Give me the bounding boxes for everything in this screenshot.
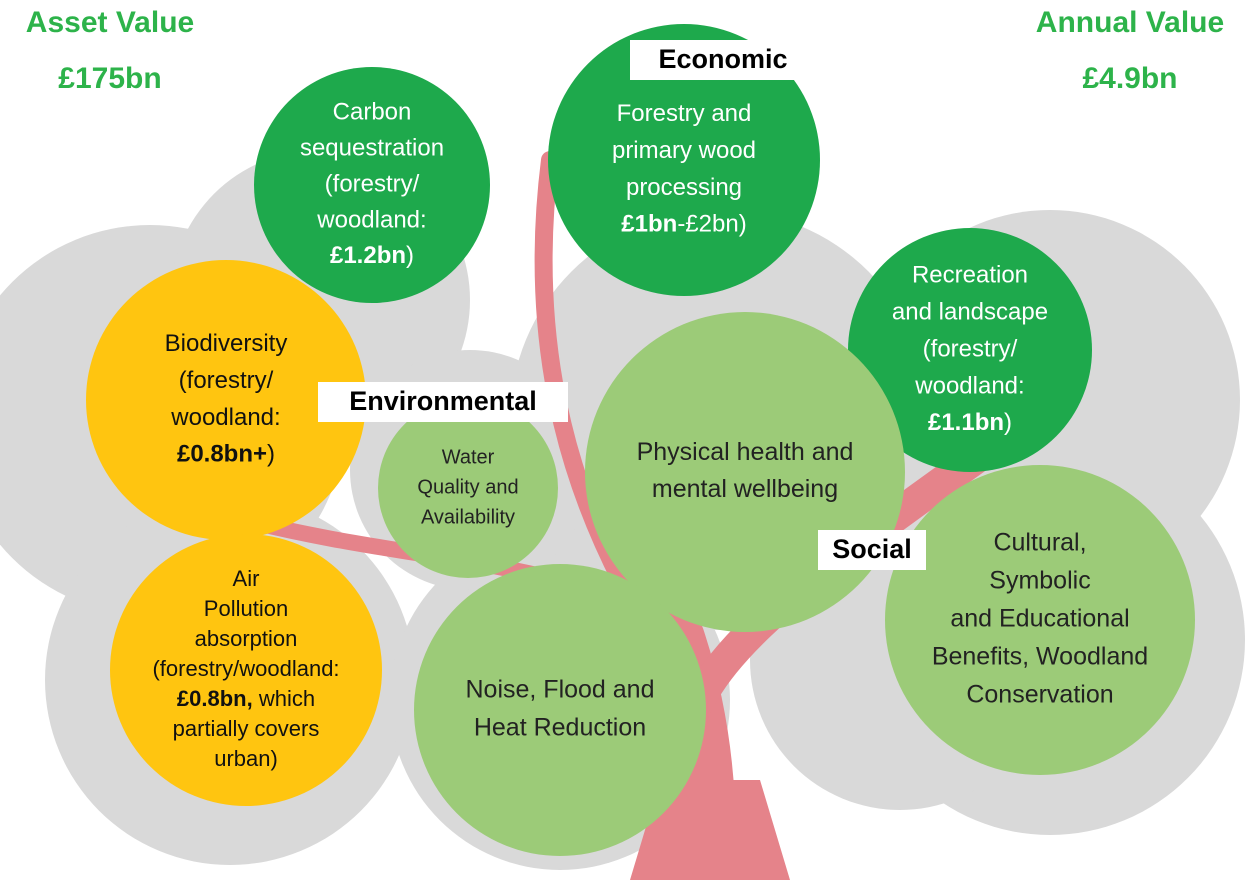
node-text: Pollution: [204, 596, 288, 621]
node-text-part: £1.2bn: [330, 242, 406, 269]
annual-title: Annual Value: [1036, 6, 1224, 39]
node-text: £0.8bn+): [177, 441, 275, 468]
node: Noise, Flood and Heat Reduction: [414, 564, 706, 856]
node-text: and Educational: [950, 605, 1129, 633]
node-text-part: £1bn: [621, 211, 677, 238]
node-text: Physical health and: [637, 438, 854, 466]
node-text: £1.2bn): [330, 242, 414, 269]
label-box: [318, 382, 568, 422]
node-text: Benefits, Woodland: [932, 643, 1148, 671]
node-circle: [848, 228, 1092, 472]
node-text: mental wellbeing: [652, 475, 838, 503]
node-text: Availability: [421, 506, 515, 528]
annual-value: £4.9bn: [1082, 62, 1177, 95]
node-circle: [414, 564, 706, 856]
node-text-part: -£2bn): [677, 211, 746, 238]
node: Cultural, Symbolic and Educational Benefits…: [885, 465, 1195, 775]
node: Recreation and landscape (forestry/woodlan…: [848, 228, 1092, 472]
node: Carbon sequestration (forestry/woodland: £1…: [254, 67, 490, 303]
node: Water Quality and Availability: [378, 398, 558, 578]
category-label: Environmental: [349, 386, 537, 416]
node-text: absorption: [195, 626, 298, 651]
category-label: Economic: [658, 44, 787, 74]
node-text-part: £1.1bn: [928, 409, 1004, 436]
node-text: Symbolic: [989, 567, 1090, 595]
category-labels: Economic Environmental Social: [318, 40, 926, 570]
label-box: [818, 530, 926, 570]
node-text: Heat Reduction: [474, 714, 646, 742]
node-text: woodland:: [914, 372, 1024, 399]
node-text: Conservation: [966, 681, 1113, 709]
node-text: Recreation: [912, 261, 1028, 288]
node-text-part: ): [406, 242, 414, 269]
label-box: [630, 40, 816, 80]
asset-title: Asset Value: [26, 6, 194, 39]
node-circle: [110, 534, 382, 806]
node-text: (forestry/: [179, 367, 274, 394]
node-text: Noise, Flood and: [465, 676, 654, 704]
node-text: urban): [214, 746, 278, 771]
node-circle: [254, 67, 490, 303]
node-text: partially covers: [173, 716, 320, 741]
node: Air Pollution absorption (forestry/woodland…: [110, 534, 382, 806]
node-text: £1.1bn): [928, 409, 1012, 436]
node-text: Biodiversity: [165, 330, 288, 357]
node-text: and landscape: [892, 298, 1048, 325]
node-text: (forestry/: [325, 170, 420, 197]
node-text: Air: [233, 566, 260, 591]
node-text-part: £0.8bn,: [177, 686, 253, 711]
node-text-part: ): [267, 441, 275, 468]
node-text: Forestry and: [617, 100, 752, 127]
node-text: primary wood: [612, 137, 756, 164]
node-circle: [548, 24, 820, 296]
node-text: woodland:: [316, 206, 426, 233]
node-text-part: ): [1004, 409, 1012, 436]
asset-value: £175bn: [58, 62, 161, 95]
node-text: £0.8bn, which: [177, 686, 315, 711]
node-text-part: £0.8bn+: [177, 441, 267, 468]
node-text: (forestry/: [923, 335, 1018, 362]
node-text: Water: [442, 446, 495, 468]
node-circle: [885, 465, 1195, 775]
node-text-part: which: [253, 686, 315, 711]
node-text: woodland:: [170, 404, 280, 431]
node-text: Carbon: [333, 98, 412, 125]
node: Forestry and primary wood processing £1bn-£…: [548, 24, 820, 296]
category-label: Social: [832, 534, 912, 564]
node-text: £1bn-£2bn): [621, 211, 746, 238]
node-text: sequestration: [300, 134, 444, 161]
node-circle: [86, 260, 366, 540]
node-text: Quality and: [417, 476, 518, 498]
node-text: processing: [626, 174, 742, 201]
node-circle: [378, 398, 558, 578]
node: Biodiversity (forestry/woodland: £0.8bn+): [86, 260, 366, 540]
node-text: Cultural,: [993, 529, 1086, 557]
nodes: Carbon sequestration (forestry/woodland: £1…: [86, 24, 1195, 856]
node-text: (forestry/woodland:: [152, 656, 339, 681]
